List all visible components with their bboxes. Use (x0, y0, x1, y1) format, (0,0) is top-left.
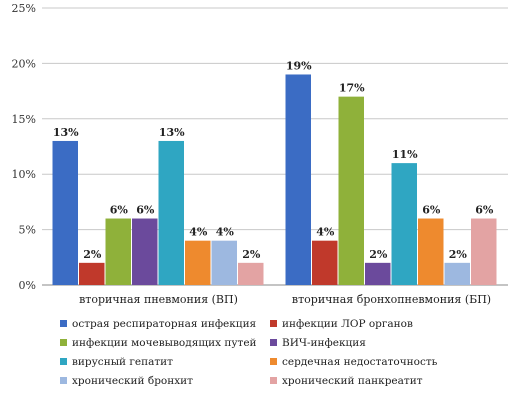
legend-item: хронический панкреатит (270, 375, 423, 387)
legend-label: ВИЧ-инфекция (282, 337, 366, 349)
data-label: 4% (316, 226, 335, 239)
bar (444, 262, 470, 285)
data-label: 17% (339, 82, 365, 95)
legend-swatch (60, 358, 67, 365)
data-label: 11% (392, 148, 418, 161)
bar (312, 240, 338, 285)
data-label: 2% (242, 248, 261, 261)
data-label: 4% (216, 226, 235, 239)
bar (211, 240, 237, 285)
legend-label: инфекции мочевыводящих путей (72, 337, 257, 349)
category-label: вторичная пневмония (ВП) (79, 293, 238, 306)
legend-swatch (60, 320, 67, 327)
legend-label: хронический бронхит (72, 375, 193, 387)
legend-label: сердечная недостаточность (282, 356, 438, 368)
legend-swatch (60, 377, 67, 384)
y-tick-label: 20% (12, 57, 36, 70)
category-label: вторичная бронхопневмония (БП) (292, 293, 491, 306)
data-label: 6% (110, 204, 129, 217)
bar (132, 218, 158, 285)
data-label: 6% (475, 204, 494, 217)
legend-swatch (60, 339, 67, 346)
bar (105, 218, 131, 285)
legend-item: ВИЧ-инфекция (270, 337, 366, 349)
y-tick-label: 25% (12, 2, 36, 15)
data-label: 4% (189, 226, 208, 239)
data-label: 6% (136, 204, 155, 217)
legend-item: инфекции мочевыводящих путей (60, 337, 257, 349)
y-tick-label: 5% (19, 224, 36, 237)
legend-swatch (270, 320, 277, 327)
bar (338, 96, 364, 285)
bar (158, 140, 184, 285)
bar (52, 140, 78, 285)
legend-label: инфекции ЛОР органов (282, 318, 413, 330)
legend-item: инфекции ЛОР органов (270, 318, 413, 330)
data-label: 13% (53, 126, 79, 139)
legend-swatch (270, 377, 277, 384)
data-label: 6% (422, 204, 441, 217)
legend-item: сердечная недостаточность (270, 356, 437, 368)
legend-item: хронический бронхит (60, 375, 193, 387)
legend-label: хронический панкреатит (282, 375, 423, 387)
legend-label: острая респираторная инфекция (72, 318, 257, 330)
legend-item: вирусный гепатит (60, 356, 173, 368)
bar (418, 218, 444, 285)
legend-item: острая респираторная инфекция (60, 318, 256, 330)
bar (79, 262, 105, 285)
bar (185, 240, 211, 285)
legend-swatch (270, 358, 277, 365)
y-tick-label: 10% (12, 168, 36, 181)
data-label: 2% (369, 248, 388, 261)
y-tick-label: 15% (12, 113, 36, 126)
data-label: 2% (449, 248, 468, 261)
legend-swatch (270, 339, 277, 346)
bar (391, 163, 417, 285)
bar (238, 262, 264, 285)
data-label: 13% (159, 126, 185, 139)
data-label: 2% (83, 248, 102, 261)
legend-label: вирусный гепатит (72, 356, 173, 368)
bar (365, 262, 391, 285)
y-tick-label: 0% (19, 279, 36, 292)
data-label: 19% (286, 59, 312, 72)
bar (471, 218, 497, 285)
bar (285, 74, 311, 285)
